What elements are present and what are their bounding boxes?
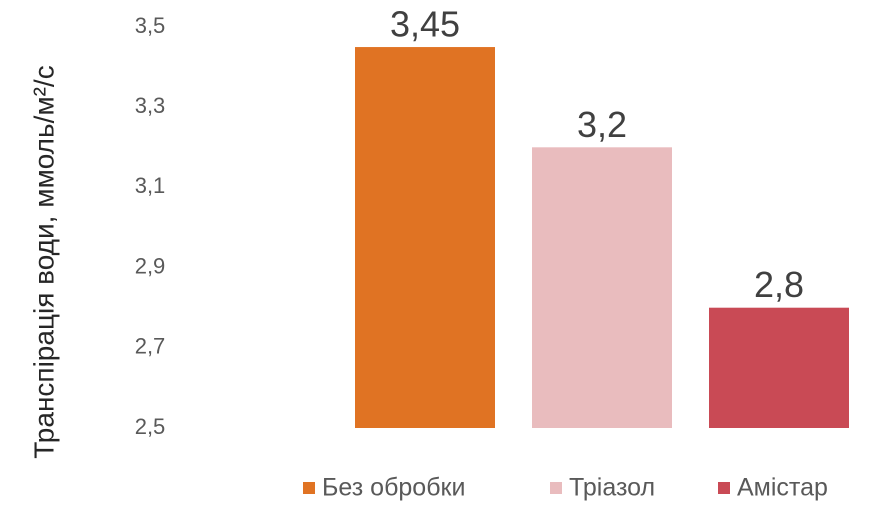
y-tick-label: 2,9 [135, 253, 166, 278]
y-tick-label: 3,5 [135, 13, 166, 38]
legend-label: Амістар [737, 474, 828, 502]
bar [532, 147, 672, 429]
legend-swatch [550, 482, 562, 494]
legend-swatch [303, 482, 315, 494]
legend-swatch [718, 482, 730, 494]
value-label: 3,2 [577, 104, 627, 145]
legend-label: Тріазол [569, 474, 655, 502]
value-label: 3,45 [390, 4, 460, 45]
y-tick-label: 3,1 [135, 173, 166, 198]
y-tick-label: 2,7 [135, 334, 166, 359]
y-tick-label: 3,3 [135, 93, 166, 118]
bar [355, 47, 495, 429]
y-tick-label: 2,5 [135, 414, 166, 439]
value-label: 2,8 [754, 264, 804, 305]
legend-label: Без обробки [322, 474, 465, 502]
bar [709, 307, 849, 428]
y-axis-label: Транспірація води, ммоль/м²/с [28, 65, 59, 458]
